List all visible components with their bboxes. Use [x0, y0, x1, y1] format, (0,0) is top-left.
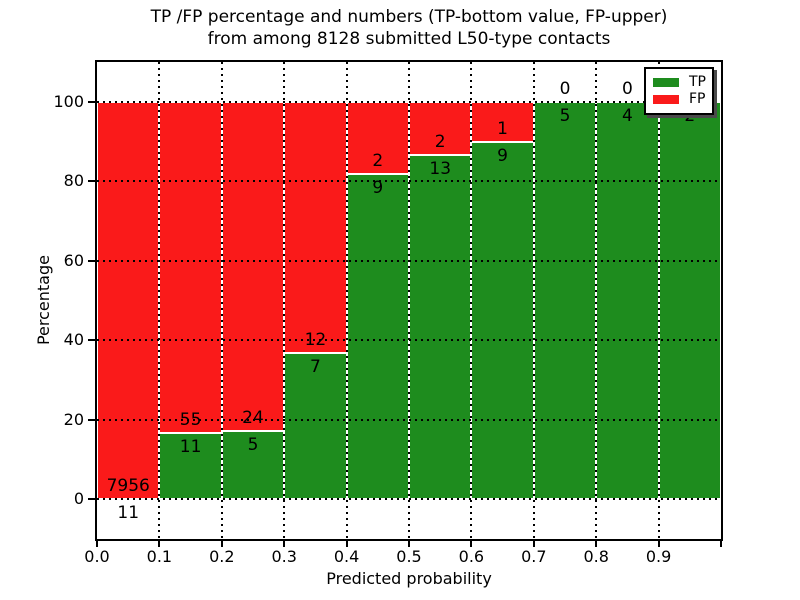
tp-count-label: 11	[117, 502, 140, 523]
x-axis-tick	[532, 541, 535, 547]
x-axis-label: Predicted probability	[326, 569, 492, 588]
x-axis-tick	[408, 541, 410, 547]
legend-label-tp: TP	[689, 74, 706, 90]
tp-bar	[471, 141, 534, 500]
gridline-vertical	[283, 62, 286, 539]
tp-count-label: 11	[179, 437, 202, 457]
x-tick-label: 0.8	[583, 547, 609, 566]
x-tick-label: 0.7	[521, 547, 547, 566]
gridline-vertical	[158, 62, 161, 539]
x-axis-tick	[595, 541, 598, 547]
gridline-vertical	[345, 62, 348, 539]
y-axis-tick	[88, 180, 95, 183]
x-axis-tick	[158, 541, 161, 547]
fp-count-label: 0	[559, 78, 571, 99]
y-tick-label: 40	[63, 330, 84, 350]
tp-count-label: 9	[372, 178, 384, 199]
y-tick-label: 100	[53, 91, 84, 111]
y-axis-tick	[88, 100, 95, 103]
fp-count-label: 55	[179, 410, 202, 430]
fp-bar	[221, 101, 285, 431]
x-tick-label: 0.2	[209, 547, 235, 566]
tp-count-label: 9	[497, 145, 508, 166]
x-axis-tick	[657, 541, 660, 547]
tp-count-label: 2	[684, 105, 696, 126]
fp-count-label: 24	[242, 407, 264, 428]
x-tick-label: 0.5	[396, 547, 422, 566]
legend-swatch-tp-icon	[653, 78, 679, 87]
tp-bar	[533, 101, 597, 500]
x-axis-tick	[720, 541, 722, 547]
x-axis-tick	[470, 541, 473, 547]
tp-count-label: 4	[621, 105, 633, 126]
tp-bar	[658, 101, 721, 500]
legend-row-fp: FP	[653, 91, 706, 108]
fp-count-label: 7956	[106, 475, 150, 496]
y-tick-label: 20	[63, 409, 84, 429]
y-axis-tick	[88, 418, 95, 421]
x-tick-label: 0.1	[146, 547, 173, 566]
x-axis-tick	[96, 541, 98, 547]
y-axis-tick	[88, 498, 95, 501]
legend-row-tp: TP	[653, 74, 706, 91]
gridline-vertical	[657, 62, 660, 539]
y-tick-label: 80	[63, 171, 84, 191]
fp-count-label: 2	[434, 131, 446, 152]
x-tick-label: 0.9	[645, 547, 672, 566]
tp-count-label: 5	[247, 434, 259, 455]
y-tick-label: 60	[63, 250, 84, 270]
tp-bar	[346, 174, 409, 500]
y-axis-tick	[88, 339, 95, 342]
x-tick-label: 0.6	[458, 547, 485, 566]
fp-count-label: 0	[621, 78, 633, 99]
y-tick-label: 0	[73, 489, 84, 509]
fp-bar	[159, 101, 222, 433]
gridline-vertical	[408, 62, 410, 539]
tp-bar	[409, 154, 472, 500]
tp-bar	[596, 101, 659, 500]
fp-count-label: 2	[372, 151, 384, 172]
plot-area: 79561155112451272921319050402	[95, 60, 723, 541]
x-axis-tick	[220, 541, 223, 547]
gridline-vertical	[532, 62, 535, 539]
fp-count-label: 12	[304, 329, 327, 350]
x-axis-tick	[345, 541, 348, 547]
fp-bar	[97, 101, 160, 499]
x-tick-label: 0.4	[333, 547, 360, 566]
legend-label-fp: FP	[689, 91, 706, 107]
gridline-vertical	[595, 62, 598, 539]
y-axis-tick	[88, 259, 95, 262]
tp-count-label: 5	[559, 105, 571, 126]
tp-count-label: 7	[309, 356, 321, 377]
legend-swatch-fp-icon	[653, 95, 679, 104]
chart-title-line-2: from among 8128 submitted L50-type conta…	[207, 29, 611, 49]
chart-title: TP /FP percentage and numbers (TP-bottom…	[97, 6, 721, 50]
gridline-vertical	[220, 62, 223, 539]
x-axis-tick	[283, 541, 286, 547]
chart-title-line-1: TP /FP percentage and numbers (TP-bottom…	[150, 7, 668, 27]
tp-count-label: 13	[429, 158, 452, 179]
x-tick-label: 0.0	[84, 547, 110, 566]
gridline-vertical	[470, 62, 473, 539]
legend: TP FP	[644, 67, 714, 115]
fp-bar	[284, 101, 347, 353]
fp-count-label: 1	[497, 118, 508, 139]
x-tick-label: 0.3	[271, 547, 297, 566]
